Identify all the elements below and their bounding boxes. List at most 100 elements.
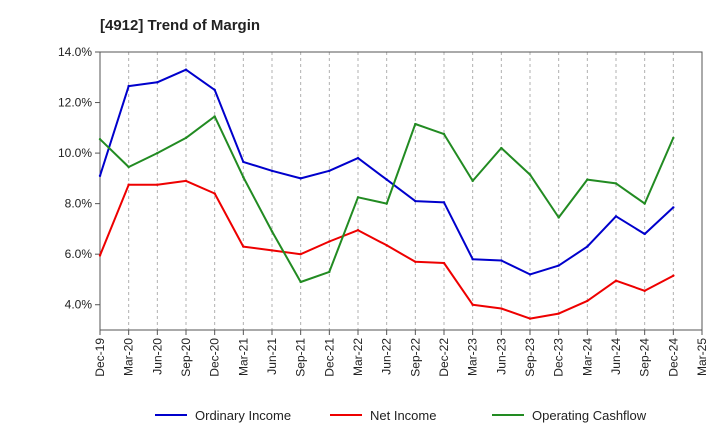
x-tick-label: Sep-21 [294,338,308,377]
data-point-operating-cashflow [557,216,560,219]
axes: 4.0% 6.0% 8.0% 10.0% 12.0% 14.0% Dec-19 Mar-20 J… [58,45,709,377]
data-point-operating-cashflow [672,136,675,140]
y-tick-label: 14.0% [58,45,92,59]
x-tick-label: Dec-23 [552,338,566,377]
data-point-operating-cashflow [127,165,130,169]
data-point-operating-cashflow [471,179,474,183]
x-tick-label: Sep-20 [179,338,193,377]
x-tick-label: Jun-21 [265,338,279,375]
data-point-operating-cashflow [328,270,331,274]
data-point-ordinary-income [643,232,646,236]
data-point-net-income [528,317,532,320]
plot-border [99,51,703,331]
x-tick-label: Jun-24 [609,338,623,375]
data-point-net-income [471,303,474,306]
x-tick-label: Sep-24 [638,338,652,377]
data-point-operating-cashflow [385,202,388,205]
data-point-net-income [299,252,302,256]
data-point-ordinary-income [213,88,216,92]
x-tick-label: Sep-23 [523,338,537,377]
x-tick-label: Dec-22 [437,338,451,377]
data-point-operating-cashflow [643,202,646,205]
x-tick-label: Mar-22 [351,338,365,376]
data-point-operating-cashflow [356,196,360,199]
data-point-net-income [614,279,618,282]
data-point-operating-cashflow [414,122,417,126]
data-point-net-income [442,261,446,265]
legend: Ordinary Income Net Income Operating Cashf… [155,408,647,423]
data-point-operating-cashflow [213,115,216,118]
data-point-operating-cashflow [98,137,102,141]
data-point-ordinary-income [356,156,360,160]
data-point-net-income [643,289,646,293]
legend-label-net-income: Net Income [370,408,436,423]
grid [99,52,703,330]
data-point-operating-cashflow [614,182,618,185]
data-point-net-income [328,240,331,243]
data-point-net-income [356,228,360,232]
data-point-ordinary-income [385,178,388,181]
legend-label-ordinary-income: Ordinary Income [195,408,291,423]
data-point-ordinary-income [127,84,130,88]
data-point-ordinary-income [528,273,532,276]
data-point-ordinary-income [442,201,446,204]
x-tick-label: Mar-23 [466,338,480,376]
x-tick-label: Mar-25 [695,338,709,376]
x-tick-label: Jun-22 [380,338,394,375]
data-point-net-income [385,244,388,247]
x-tick-label: Jun-20 [150,338,164,375]
series-layer [98,68,675,320]
data-point-ordinary-income [414,199,417,203]
data-point-net-income [672,274,675,277]
data-point-ordinary-income [98,174,102,178]
data-point-operating-cashflow [528,173,532,176]
data-point-ordinary-income [299,177,302,180]
x-tick-label: Sep-22 [408,338,422,377]
data-point-ordinary-income [471,258,474,261]
data-point-operating-cashflow [500,146,503,150]
data-point-net-income [213,192,216,195]
x-tick-label: Dec-21 [322,338,336,377]
chart-title: [4912] Trend of Margin [100,17,260,34]
data-point-ordinary-income [500,259,503,262]
data-point-net-income [98,254,102,257]
data-point-operating-cashflow [270,230,274,233]
data-point-operating-cashflow [242,175,245,179]
data-point-ordinary-income [672,206,675,209]
x-tick-label: Dec-19 [93,338,107,377]
data-point-ordinary-income [328,169,331,172]
data-point-operating-cashflow [442,132,446,136]
y-tick-label: 10.0% [58,146,92,160]
data-point-net-income [156,183,159,186]
data-point-net-income [414,260,417,263]
data-point-net-income [586,299,589,303]
data-point-net-income [184,179,188,183]
x-tick-label: Jun-23 [494,338,508,375]
x-tick-label: Mar-21 [236,338,250,376]
data-point-ordinary-income [184,68,188,71]
data-point-ordinary-income [586,245,589,248]
data-point-ordinary-income [557,264,560,267]
x-tick-label: Mar-24 [580,338,594,376]
y-tick-label: 12.0% [58,96,92,110]
data-point-operating-cashflow [299,280,302,284]
data-point-operating-cashflow [586,178,589,181]
y-tick-label: 4.0% [65,298,93,312]
legend-label-operating-cashflow: Operating Cashflow [532,408,647,423]
data-point-ordinary-income [614,215,618,218]
data-point-ordinary-income [156,81,159,84]
x-tick-label: Mar-20 [122,338,136,376]
y-tick-label: 6.0% [65,247,93,261]
data-point-operating-cashflow [184,136,188,140]
data-point-ordinary-income [242,160,245,164]
x-tick-label: Dec-24 [666,338,680,377]
data-point-operating-cashflow [156,151,159,155]
data-point-net-income [270,249,274,252]
x-tick-label: Dec-20 [208,338,222,377]
y-tick-label: 8.0% [65,197,93,211]
data-point-net-income [557,312,560,315]
data-point-net-income [242,245,245,248]
data-point-ordinary-income [270,169,274,172]
